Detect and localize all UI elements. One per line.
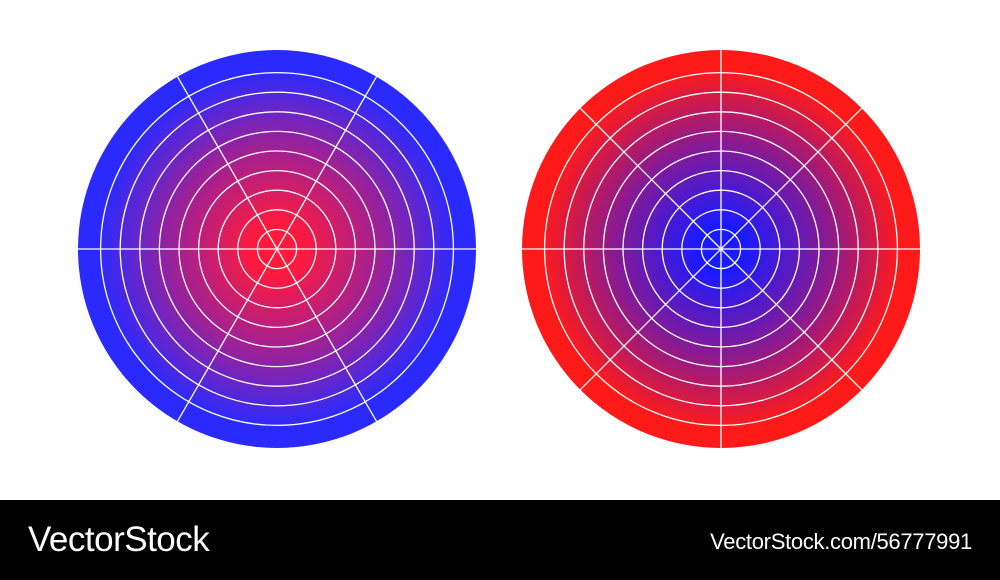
grid-spoke — [276, 248, 378, 422]
right-polar-grid — [522, 50, 920, 448]
grid-spoke — [720, 248, 863, 391]
grid-spoke — [176, 76, 278, 250]
polar-grids-illustration — [78, 50, 920, 448]
image-credit: VectorStock.com/56777991 — [710, 529, 972, 554]
grid-spoke — [276, 76, 378, 250]
watermark-footer: VectorStock VectorStock.com/56777991 — [0, 500, 1000, 580]
brand-logo: VectorStock — [28, 520, 210, 559]
grid-spoke — [579, 107, 722, 250]
grid-spoke — [720, 107, 863, 250]
illustration-area — [78, 50, 920, 448]
left-polar-grid — [78, 50, 476, 448]
grid-spoke — [176, 248, 278, 422]
grid-spoke — [579, 248, 722, 391]
